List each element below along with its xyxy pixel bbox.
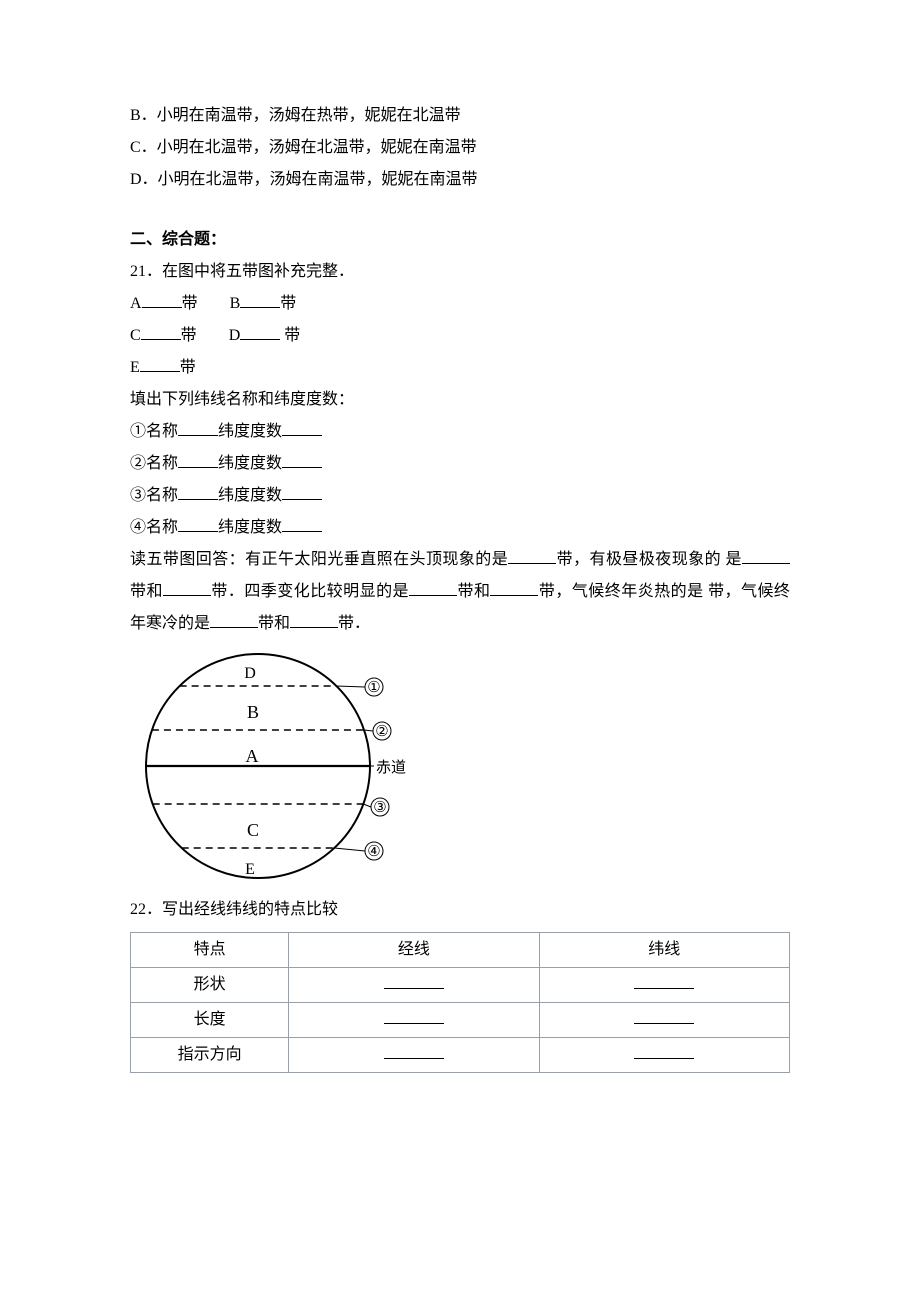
blank-deg-4 <box>282 515 322 532</box>
blank-name-3 <box>178 483 218 500</box>
th-feat: 特点 <box>131 933 289 968</box>
blank-cell <box>384 1007 444 1024</box>
suffix-b: 带 <box>280 295 296 312</box>
blank-p6 <box>210 611 258 628</box>
blank-cell <box>634 1042 694 1059</box>
svg-text:④: ④ <box>367 844 380 860</box>
blank-e <box>140 355 180 372</box>
para-t7: 带，气候终年炎热的是 <box>538 583 703 600</box>
svg-text:C: C <box>247 820 259 840</box>
q21-line-cd: C带 D 带 <box>130 320 790 352</box>
label-d: D <box>229 327 241 344</box>
blank-p5 <box>490 579 538 596</box>
blank-p2 <box>742 547 790 564</box>
option-b: B．小明在南温带，汤姆在热带，妮妮在北温带 <box>130 100 790 132</box>
cell-feat: 长度 <box>131 1003 289 1038</box>
blank-name-4 <box>178 515 218 532</box>
blank-a <box>142 291 182 308</box>
diagram-svg: ① ② ③ ④ 赤道 A B C D E <box>130 650 410 888</box>
para-t2: 带，有极昼极夜现象的 <box>556 551 721 568</box>
suffix-c: 带 <box>181 327 197 344</box>
blank-cell <box>384 972 444 989</box>
blank-name-2 <box>178 451 218 468</box>
cell-feat: 形状 <box>131 968 289 1003</box>
svg-text:E: E <box>245 861 255 878</box>
para-t4: 带和 <box>130 583 163 600</box>
blank-p3 <box>163 579 211 596</box>
blank-b <box>240 291 280 308</box>
blank-name-1 <box>178 419 218 436</box>
para-t3: 是 <box>726 551 742 568</box>
para-t9: 带和 <box>258 615 290 632</box>
th-wei: 纬线 <box>539 933 789 968</box>
option-d: D．小明在北温带，汤姆在南温带，妮妮在南温带 <box>130 164 790 196</box>
label-e: E <box>130 359 140 376</box>
blank-p4 <box>409 579 457 596</box>
th-jing: 经线 <box>289 933 539 968</box>
label-b: B <box>230 295 241 312</box>
suffix-e: 带 <box>180 359 196 376</box>
cell-jing <box>289 1003 539 1038</box>
table-row: 特点 经线 纬线 <box>131 933 790 968</box>
svg-text:①: ① <box>367 680 380 696</box>
item3-pre: ③名称 <box>130 487 178 504</box>
item4-mid: 纬度度数 <box>218 519 282 536</box>
section-title: 二、综合题： <box>130 224 790 256</box>
blank-c <box>141 323 181 340</box>
blank-deg-3 <box>282 483 322 500</box>
blank-cell <box>634 1007 694 1024</box>
option-c: C．小明在北温带，汤姆在北温带，妮妮在南温带 <box>130 132 790 164</box>
para-t10: 带． <box>338 615 370 632</box>
blank-p1 <box>508 547 556 564</box>
cell-jing <box>289 968 539 1003</box>
cell-wei <box>539 1038 789 1073</box>
cell-jing <box>289 1038 539 1073</box>
q21-prompt: 21．在图中将五带图补充完整． <box>130 256 790 288</box>
item3-mid: 纬度度数 <box>218 487 282 504</box>
item2-pre: ②名称 <box>130 455 178 472</box>
q21-item-3: ③名称 纬度度数 <box>130 480 790 512</box>
five-zones-diagram: ① ② ③ ④ 赤道 A B C D E <box>130 650 790 888</box>
comparison-table: 特点 经线 纬线 形状 长度 指示方向 <box>130 932 790 1073</box>
blank-cell <box>384 1042 444 1059</box>
q21-item-4: ④名称 纬度度数 <box>130 512 790 544</box>
q21-item-1: ①名称 纬度度数 <box>130 416 790 448</box>
q21-fillnames-title: 填出下列纬线名称和纬度度数： <box>130 384 790 416</box>
table-row: 指示方向 <box>131 1038 790 1073</box>
q21-paragraph: 读五带图回答：有正午太阳光垂直照在头顶现象的是 带，有极昼极夜现象的 是带和 带．四… <box>130 544 790 640</box>
item1-mid: 纬度度数 <box>218 423 282 440</box>
blank-d <box>240 323 280 340</box>
svg-text:D: D <box>244 665 256 682</box>
q21-line-e: E带 <box>130 352 790 384</box>
svg-text:②: ② <box>375 724 388 740</box>
para-t6: 带和 <box>457 583 490 600</box>
q21-item-2: ②名称 纬度度数 <box>130 448 790 480</box>
blank-cell <box>634 972 694 989</box>
svg-text:A: A <box>246 746 259 766</box>
cell-wei <box>539 1003 789 1038</box>
item2-mid: 纬度度数 <box>218 455 282 472</box>
svg-text:③: ③ <box>373 800 386 816</box>
blank-p7 <box>290 611 338 628</box>
item1-pre: ①名称 <box>130 423 178 440</box>
para-t5: 带．四季变化比较明显的是 <box>211 583 409 600</box>
cell-feat: 指示方向 <box>131 1038 289 1073</box>
q21-line-ab: A带 B带 <box>130 288 790 320</box>
svg-text:赤道: 赤道 <box>376 759 406 776</box>
table-row: 形状 <box>131 968 790 1003</box>
svg-text:B: B <box>247 702 259 722</box>
suffix-d: 带 <box>280 327 300 344</box>
suffix-a: 带 <box>182 295 198 312</box>
page: B．小明在南温带，汤姆在热带，妮妮在北温带 C．小明在北温带，汤姆在北温带，妮妮… <box>0 0 920 1302</box>
blank-deg-1 <box>282 419 322 436</box>
para-t1: 读五带图回答：有正午太阳光垂直照在头顶现象的是 <box>130 551 508 568</box>
label-a: A <box>130 295 142 312</box>
label-c: C <box>130 327 141 344</box>
cell-wei <box>539 968 789 1003</box>
table-row: 长度 <box>131 1003 790 1038</box>
q22-prompt: 22．写出经线纬线的特点比较 <box>130 894 790 926</box>
item4-pre: ④名称 <box>130 519 178 536</box>
blank-deg-2 <box>282 451 322 468</box>
